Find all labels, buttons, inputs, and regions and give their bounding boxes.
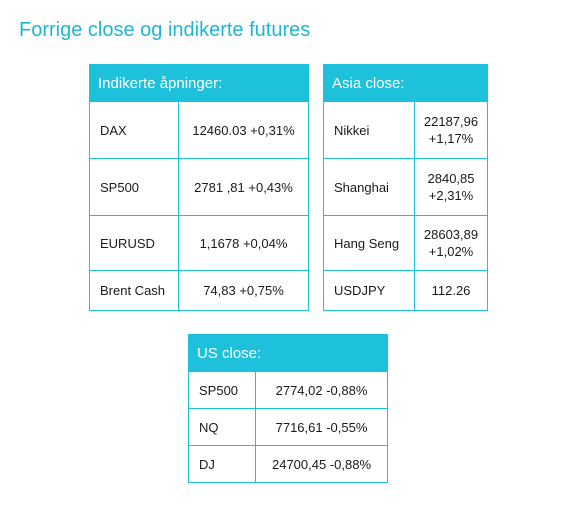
row-value-eurusd: 1,1678 +0,04% bbox=[178, 215, 309, 271]
row-label-sp500: SP500 bbox=[89, 158, 179, 216]
row-value-nikkei: 22187,96 +1,17% bbox=[413, 101, 489, 159]
row-label-eurusd: EURUSD bbox=[89, 215, 179, 271]
asia-close-table: Asia close: Nikkei 22187,96 +1,17% Shang… bbox=[322, 64, 489, 311]
table-row: USDJPY 112.26 bbox=[323, 270, 489, 311]
row-value-nq: 7716,61 -0,55% bbox=[254, 408, 389, 446]
row-label-nq: NQ bbox=[188, 408, 256, 446]
row-value-sp500: 2781 ,81 +0,43% bbox=[178, 158, 309, 216]
value-change: +2,31% bbox=[428, 188, 474, 203]
row-label-dj: DJ bbox=[188, 445, 256, 483]
value-level: 22187,96 bbox=[423, 114, 479, 129]
row-label-usdjpy: USDJPY bbox=[323, 270, 415, 311]
table-row: Brent Cash 74,83 +0,75% bbox=[89, 270, 309, 311]
row-label-hang-seng: Hang Seng bbox=[323, 215, 415, 271]
table-row: SP500 2781 ,81 +0,43% bbox=[89, 158, 309, 216]
row-value-usdjpy: 112.26 bbox=[413, 270, 489, 311]
asia-close-header: Asia close: bbox=[322, 64, 489, 102]
row-label-sp500-us: SP500 bbox=[188, 371, 256, 409]
row-label-dax: DAX bbox=[89, 101, 179, 159]
us-close-header: US close: bbox=[187, 334, 389, 372]
table-row: EURUSD 1,1678 +0,04% bbox=[89, 215, 309, 271]
table-row: Shanghai 2840,85 +2,31% bbox=[323, 158, 489, 216]
table-row: Nikkei 22187,96 +1,17% bbox=[323, 101, 489, 159]
value-level: 112.26 bbox=[431, 283, 471, 298]
value-level: 28603,89 bbox=[423, 227, 479, 242]
row-value-dax: 12460.03 +0,31% bbox=[178, 101, 309, 159]
row-value-sp500-us: 2774,02 -0,88% bbox=[254, 371, 389, 409]
page-title: Forrige close og indikerte futures bbox=[19, 19, 311, 41]
row-value-shanghai: 2840,85 +2,31% bbox=[413, 158, 489, 216]
row-label-shanghai: Shanghai bbox=[323, 158, 415, 216]
row-label-brent: Brent Cash bbox=[89, 270, 179, 311]
indicated-openings-header: Indikerte åpninger: bbox=[89, 64, 309, 102]
indicated-openings-table: Indikerte åpninger: DAX 12460.03 +0,31% … bbox=[89, 64, 309, 311]
table-row: DJ 24700,45 -0,88% bbox=[188, 445, 389, 483]
value-change: +1,17% bbox=[428, 131, 474, 146]
table-row: NQ 7716,61 -0,55% bbox=[188, 408, 389, 446]
row-label-nikkei: Nikkei bbox=[323, 101, 415, 159]
value-level: 2840,85 bbox=[427, 171, 475, 186]
row-value-brent: 74,83 +0,75% bbox=[178, 270, 309, 311]
table-row: DAX 12460.03 +0,31% bbox=[89, 101, 309, 159]
table-row: SP500 2774,02 -0,88% bbox=[188, 371, 389, 409]
row-value-dj: 24700,45 -0,88% bbox=[254, 445, 389, 483]
value-change: +1,02% bbox=[428, 244, 474, 259]
row-value-hang-seng: 28603,89 +1,02% bbox=[413, 215, 489, 271]
us-close-table: US close: SP500 2774,02 -0,88% NQ 7716,6… bbox=[187, 334, 389, 483]
table-row: Hang Seng 28603,89 +1,02% bbox=[323, 215, 489, 271]
